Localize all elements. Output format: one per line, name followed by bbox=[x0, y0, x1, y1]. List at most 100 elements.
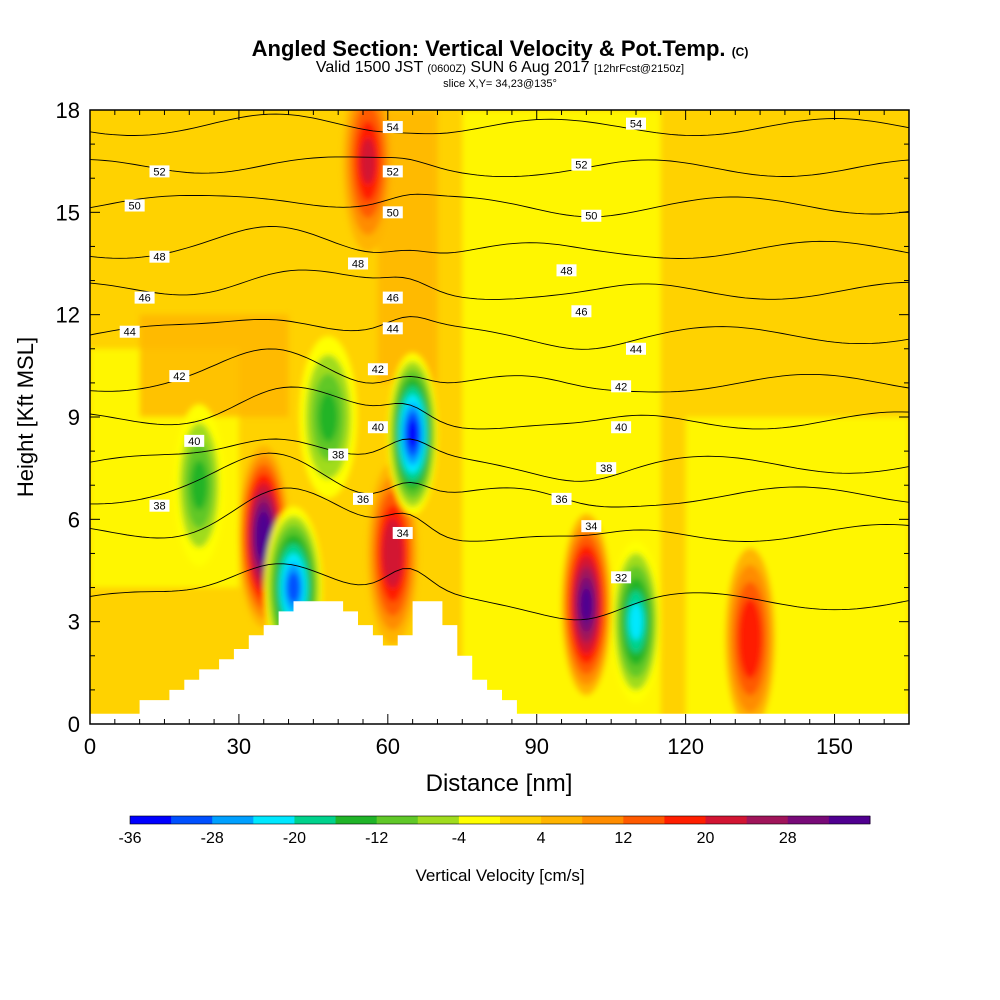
y-tick-label: 0 bbox=[68, 712, 80, 737]
contour-label-box bbox=[596, 462, 617, 475]
contour-label-box bbox=[571, 305, 592, 318]
contour-label-box bbox=[556, 264, 577, 277]
isentrope-line bbox=[90, 156, 909, 178]
chart-subtitle: Valid 1500 JST (0600Z) SUN 6 Aug 2017 [1… bbox=[0, 60, 1000, 77]
x-axis-label: Distance [nm] bbox=[426, 770, 573, 797]
contour-label: 36 bbox=[555, 494, 567, 506]
contour-label: 42 bbox=[372, 364, 384, 376]
contour-label: 52 bbox=[575, 160, 587, 172]
colorbar-swatch bbox=[500, 816, 542, 824]
isentrope-line bbox=[90, 226, 909, 259]
x-tick-label: 30 bbox=[227, 734, 251, 759]
contour-label-box bbox=[382, 165, 403, 178]
colorbar-swatch bbox=[623, 816, 665, 824]
velocity-cell bbox=[318, 392, 338, 442]
colorbar-swatch bbox=[212, 816, 254, 824]
colorbar-swatch bbox=[376, 816, 419, 824]
contour-label: 40 bbox=[372, 422, 384, 434]
contour-label: 48 bbox=[352, 259, 364, 271]
colorbar-tick-label: -36 bbox=[118, 830, 141, 847]
contour-label-box bbox=[626, 117, 646, 130]
velocity-cell bbox=[407, 419, 419, 449]
isentrope-line bbox=[90, 563, 909, 621]
contour-label: 44 bbox=[387, 323, 399, 335]
colorbar-tick-label: -12 bbox=[365, 830, 388, 847]
colorbar-tick-label: 28 bbox=[779, 830, 797, 847]
contour-label-box bbox=[367, 363, 388, 376]
velocity-cell bbox=[386, 533, 400, 574]
contour-label: 38 bbox=[153, 501, 165, 513]
x-tick-label: 90 bbox=[524, 734, 548, 759]
colorbar-tick-label: 12 bbox=[614, 830, 632, 847]
contour-label: 42 bbox=[615, 381, 627, 393]
contour-label: 34 bbox=[397, 528, 409, 540]
colorbar-swatch bbox=[458, 816, 501, 824]
contour-label-box bbox=[149, 165, 170, 178]
colorbar-swatch bbox=[294, 816, 337, 824]
contour-label: 54 bbox=[387, 122, 399, 134]
y-tick-label: 15 bbox=[56, 200, 80, 225]
contour-label: 52 bbox=[153, 166, 165, 178]
colorbar-swatch bbox=[582, 816, 624, 824]
valid-date: SUN 6 Aug 2017 bbox=[470, 59, 590, 76]
contour-label: 40 bbox=[615, 422, 627, 434]
contour-label: 44 bbox=[124, 327, 136, 339]
isentrope-lines bbox=[90, 113, 909, 621]
contour-label-box bbox=[328, 448, 349, 461]
chart-title: Angled Section: Vertical Velocity & Pot.… bbox=[251, 36, 749, 61]
contour-label-box bbox=[353, 492, 373, 505]
colorbar-swatch bbox=[664, 816, 707, 824]
colorbar-tick-label: 20 bbox=[697, 830, 715, 847]
velocity-cell bbox=[190, 460, 208, 511]
contour-label-box bbox=[382, 121, 403, 134]
isentrope-line bbox=[90, 438, 909, 482]
contour-label: 32 bbox=[615, 572, 627, 584]
colorbar-tick-label: -20 bbox=[283, 830, 306, 847]
contour-label: 50 bbox=[585, 211, 597, 223]
y-tick-label: 3 bbox=[68, 610, 80, 635]
contour-label: 46 bbox=[575, 306, 587, 318]
contour-label-box bbox=[119, 325, 140, 338]
colorbar-tick-label: 4 bbox=[537, 830, 546, 847]
contour-label-box bbox=[367, 421, 388, 434]
field-band bbox=[685, 417, 909, 724]
velocity-cell bbox=[258, 520, 270, 552]
velocity-cell bbox=[287, 572, 300, 603]
isentrope-line bbox=[90, 348, 909, 393]
isentrope-line bbox=[90, 487, 909, 542]
contour-label: 36 bbox=[357, 494, 369, 506]
contour-label: 40 bbox=[188, 436, 200, 448]
velocity-cell bbox=[742, 615, 758, 662]
contour-label: 48 bbox=[153, 252, 165, 264]
contour-label: 46 bbox=[138, 293, 150, 305]
contour-label-box bbox=[581, 520, 602, 533]
valid-utc: (0600Z) bbox=[427, 63, 466, 75]
colorbar-swatch bbox=[828, 816, 871, 824]
contour-label: 38 bbox=[600, 463, 612, 475]
contour-label-box bbox=[149, 499, 170, 512]
y-tick-label: 6 bbox=[68, 507, 80, 532]
colorbar-frame bbox=[129, 815, 871, 825]
contour-label: 46 bbox=[387, 293, 399, 305]
y-tick-label: 9 bbox=[68, 405, 80, 430]
valid-lead: Valid 1500 JST bbox=[315, 59, 423, 76]
colorbar-label: Vertical Velocity [cm/s] bbox=[415, 866, 584, 885]
title-tag: (C) bbox=[731, 45, 749, 59]
contour-label: 50 bbox=[387, 207, 399, 219]
contour-label: 48 bbox=[560, 265, 572, 277]
colorbar-swatch bbox=[787, 816, 830, 824]
contour-label: 54 bbox=[630, 119, 642, 131]
contour-label-box bbox=[551, 492, 572, 505]
contour-label-box bbox=[382, 206, 403, 219]
contour-label-box bbox=[184, 434, 205, 447]
contour-label-box bbox=[149, 250, 170, 263]
isentrope-line bbox=[90, 269, 909, 300]
x-tick-label: 150 bbox=[816, 734, 853, 759]
contour-label-box bbox=[611, 380, 632, 393]
forecast-tag: [12hrFcst@2150z] bbox=[594, 63, 685, 75]
isentrope-line bbox=[90, 452, 909, 508]
isentrope-line bbox=[90, 316, 909, 350]
contour-label-box bbox=[611, 421, 632, 434]
